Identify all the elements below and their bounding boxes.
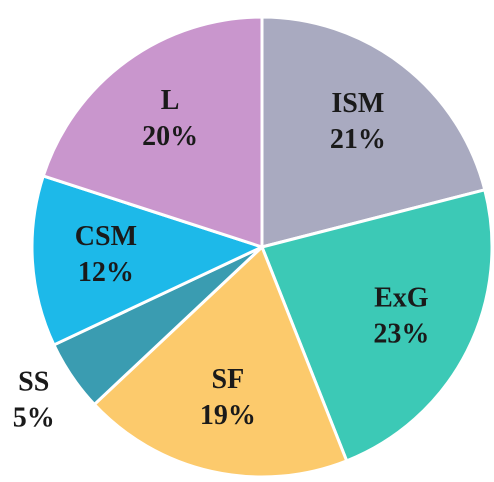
slice-label: SF (212, 364, 245, 395)
pie-slice (41, 15, 264, 250)
slice-value-label: 19% (200, 400, 256, 431)
slice-label: ExG (374, 282, 429, 313)
slice-label: ISM (331, 88, 384, 119)
slice-label: L (161, 85, 180, 116)
pie-slice (92, 244, 349, 479)
slice-value-label: 12% (78, 257, 134, 288)
slice-value-label: 21% (330, 124, 386, 155)
pie-slice (259, 187, 494, 463)
pie-slice (30, 174, 267, 347)
slice-value-label: 23% (373, 318, 429, 349)
slice-value-label: 5% (13, 403, 55, 434)
pie-slice (260, 15, 487, 249)
slice-label: SS (18, 367, 49, 398)
slice-label: CSM (75, 221, 137, 252)
slice-value-label: 20% (142, 121, 198, 152)
